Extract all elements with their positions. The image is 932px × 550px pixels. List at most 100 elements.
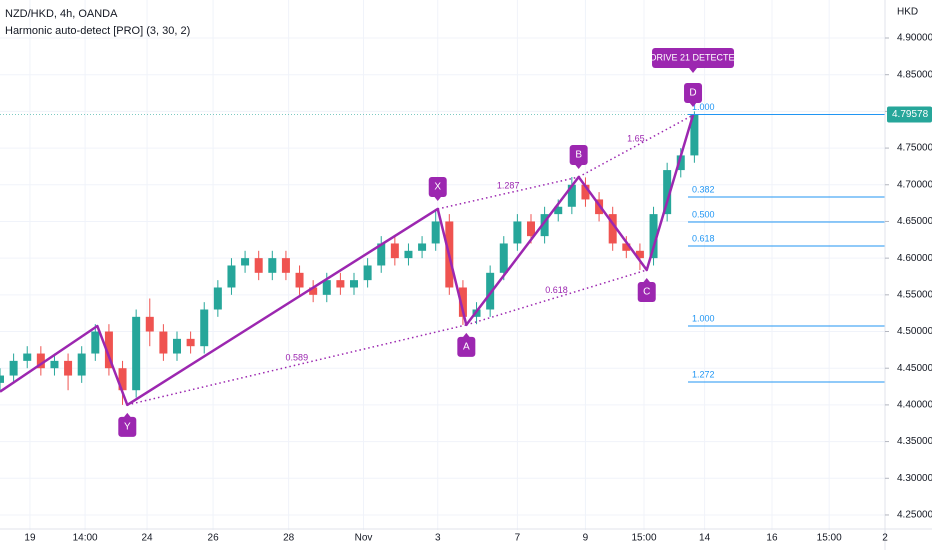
fib-label: 1.272 bbox=[692, 369, 715, 379]
candle-body bbox=[159, 331, 168, 354]
point-pointer bbox=[574, 163, 583, 169]
chart-title: NZD/HKD, 4h, OANDA bbox=[5, 8, 118, 20]
x-tick-label: Nov bbox=[355, 533, 373, 544]
candle-body bbox=[649, 214, 658, 259]
candle-body bbox=[23, 353, 32, 361]
candle-body bbox=[213, 287, 222, 310]
x-tick-label: 14 bbox=[699, 533, 711, 544]
fib-label: 1.000 bbox=[692, 313, 715, 323]
y-tick-label: 4.55000 bbox=[897, 289, 932, 300]
candle-body bbox=[608, 214, 617, 244]
candle-body bbox=[513, 221, 522, 244]
candle-body bbox=[118, 368, 127, 391]
point-pointer bbox=[433, 195, 442, 201]
candle-body bbox=[281, 258, 290, 273]
point-badge bbox=[457, 336, 476, 357]
annotation-badge bbox=[652, 48, 735, 69]
candle-body bbox=[227, 265, 236, 288]
pattern-line bbox=[0, 114, 695, 407]
ratio-label: 0.589 bbox=[286, 352, 309, 362]
candle-body bbox=[64, 360, 73, 376]
candle-body bbox=[268, 258, 277, 273]
candle-body bbox=[554, 206, 563, 215]
candle-body bbox=[486, 272, 495, 310]
point-pointer bbox=[689, 102, 698, 108]
candle-body bbox=[91, 331, 100, 354]
candle-body bbox=[676, 155, 685, 171]
y-tick-label: 4.90000 bbox=[897, 33, 932, 44]
point-badge bbox=[428, 176, 447, 197]
ratio-label: 0.618 bbox=[545, 285, 568, 295]
candle-body bbox=[309, 287, 318, 295]
x-tick-label: 26 bbox=[208, 533, 220, 544]
candle-body bbox=[77, 353, 86, 376]
candle-body bbox=[418, 243, 427, 251]
candle-body bbox=[322, 280, 331, 295]
candle-body bbox=[458, 287, 467, 317]
candle-body bbox=[200, 309, 209, 347]
fib-label: 0.618 bbox=[692, 233, 715, 243]
fib-label: 0.382 bbox=[692, 184, 715, 194]
candle-body bbox=[363, 265, 372, 281]
ratio-line bbox=[578, 114, 694, 178]
candle-body bbox=[50, 360, 59, 369]
annotation-pointer bbox=[689, 68, 698, 74]
point-label: C bbox=[643, 287, 650, 298]
point-badge bbox=[569, 144, 588, 165]
y-tick-label: 4.25000 bbox=[897, 510, 932, 521]
point-pointer bbox=[462, 332, 471, 338]
y-tick-label: 4.30000 bbox=[897, 473, 932, 484]
point-label: B bbox=[575, 150, 582, 161]
candle-body bbox=[499, 243, 508, 273]
candle-body bbox=[540, 214, 549, 237]
candle-body bbox=[9, 360, 18, 376]
x-tick-label: 15:00 bbox=[817, 533, 842, 544]
y-tick-label: 4.70000 bbox=[897, 179, 932, 190]
candle-body bbox=[295, 272, 304, 288]
y-tick-label: 4.60000 bbox=[897, 253, 932, 264]
point-pointer bbox=[123, 412, 132, 418]
x-tick-label: 16 bbox=[766, 533, 778, 544]
point-badge bbox=[684, 83, 703, 104]
x-tick-label: 7 bbox=[515, 533, 521, 544]
point-pointer bbox=[642, 278, 651, 284]
x-tick-label: 24 bbox=[141, 533, 153, 544]
y-tick-label: 4.65000 bbox=[897, 216, 932, 227]
candle-body bbox=[431, 221, 440, 244]
candle-body bbox=[241, 258, 250, 266]
x-tick-label: 15:00 bbox=[631, 533, 656, 544]
candle-body bbox=[390, 243, 399, 259]
candle-body bbox=[635, 250, 644, 259]
y-tick-label: 4.85000 bbox=[897, 69, 932, 80]
fib-label: 1.000 bbox=[692, 102, 715, 112]
y-tick-label: 4.45000 bbox=[897, 363, 932, 374]
last-price-tag bbox=[887, 106, 932, 123]
candle-body bbox=[132, 316, 141, 391]
candle-body bbox=[336, 280, 345, 288]
candle-body bbox=[350, 280, 358, 288]
ratio-label: 1.65 bbox=[627, 133, 645, 143]
candle-body bbox=[0, 375, 4, 383]
indicator-name: Harmonic auto-detect [PRO] (3, 30, 2) bbox=[5, 25, 190, 37]
annotation: 3DRIVE 21 DETECTED bbox=[645, 52, 742, 62]
candle-body bbox=[36, 353, 45, 369]
candle-body bbox=[377, 243, 386, 266]
y-tick-label: 4.75000 bbox=[897, 143, 932, 154]
candle-body bbox=[690, 114, 699, 156]
candle-body bbox=[404, 250, 413, 259]
candle-body bbox=[104, 331, 113, 369]
candle-body bbox=[622, 243, 631, 251]
y-tick-label: 4.50000 bbox=[897, 326, 932, 337]
candle-body bbox=[567, 184, 576, 207]
x-tick-label: 9 bbox=[583, 533, 589, 544]
candle-body bbox=[527, 221, 535, 237]
currency-label: HKD bbox=[897, 7, 918, 18]
y-tick-label: 4.35000 bbox=[897, 436, 932, 447]
x-tick-label: 19 bbox=[24, 533, 36, 544]
ratio-label: 1.287 bbox=[497, 180, 520, 190]
candle-body bbox=[254, 258, 263, 273]
x-tick-label: 14:00 bbox=[73, 533, 98, 544]
ratio-line bbox=[437, 176, 579, 210]
plot-area: 1.000 0.382 0.500 0.618 1.000 1.272 0.589 0.618… bbox=[0, 102, 885, 407]
